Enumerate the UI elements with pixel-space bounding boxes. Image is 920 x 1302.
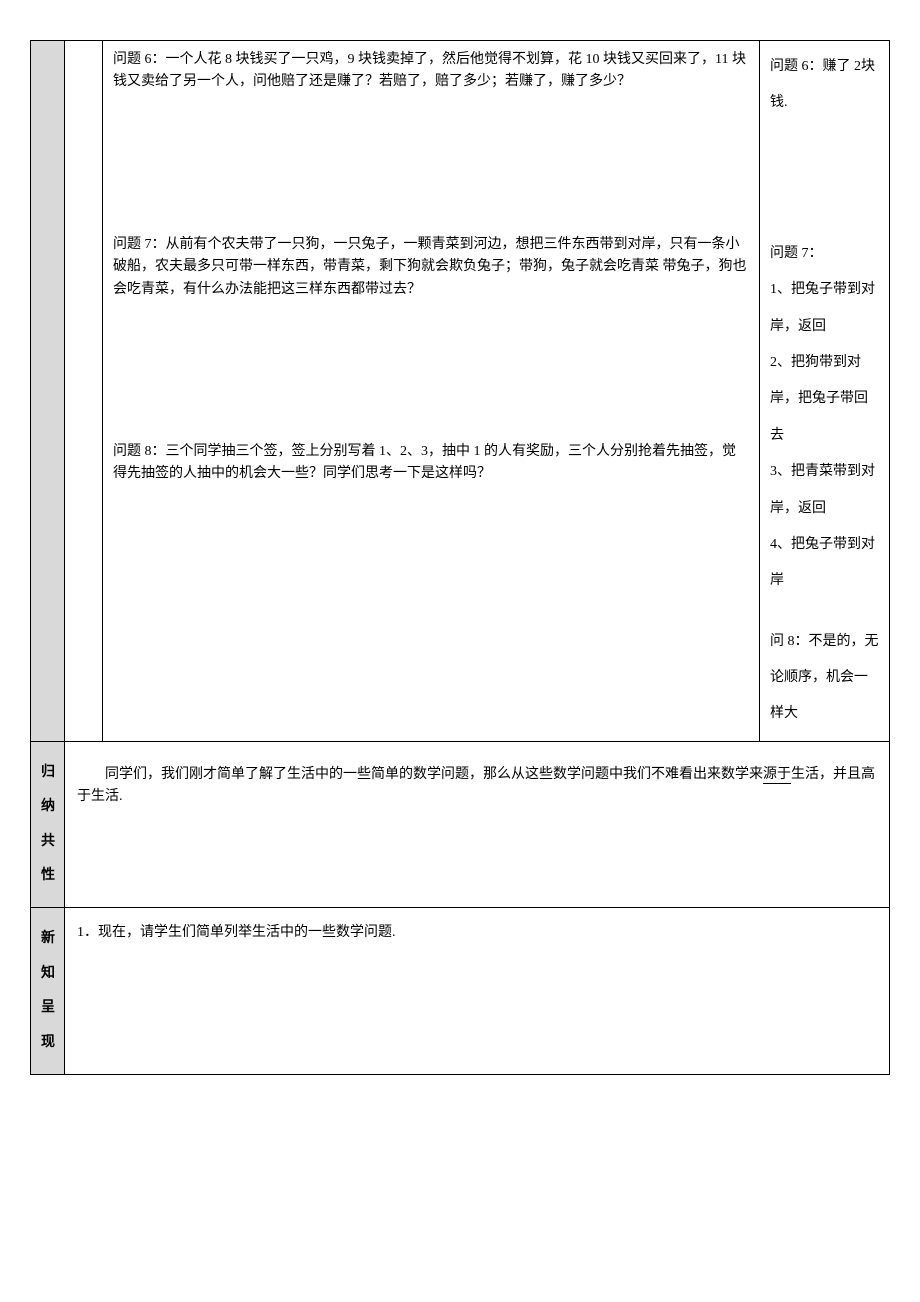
presentation-side-label: 新 知 呈 现 (31, 908, 65, 1075)
summary-row: 归 纳 共 性 同学们，我们刚才简单了解了生活中的一些简单的数学问题，那么从这些… (31, 741, 890, 908)
answer-6: 问题 6：赚了 2块钱. (770, 49, 879, 122)
summary-side-label: 归 纳 共 性 (31, 741, 65, 908)
answer-7-step-3: 3、把青菜带到对岸，返回 (770, 454, 879, 527)
presentation-body: 1．现在，请学生们简单列举生活中的一些数学问题. (65, 908, 890, 1075)
question-8: 问题 8：三个同学抽三个签，签上分别写着 1、2、3，抽中 1 的人有奖励，三个… (113, 441, 749, 486)
questions-cell: 问题 6：一个人花 8 块钱买了一只鸡，9 块钱卖掉了，然后他觉得不划算，花 1… (103, 41, 760, 742)
label-char: 现 (41, 1032, 54, 1054)
answer-7-header: 问题 7： (770, 236, 879, 272)
presentation-item-1: 1．现在，请学生们简单列举生活中的一些数学问题. (77, 922, 877, 944)
presentation-row: 新 知 呈 现 1．现在，请学生们简单列举生活中的一些数学问题. (31, 908, 890, 1075)
answers-cell: 问题 6：赚了 2块钱. 问题 7： 1、把兔子带到对岸，返回 2、把狗带到对岸… (760, 41, 890, 742)
label-char: 共 (41, 831, 54, 853)
label-char: 归 (41, 762, 54, 784)
label-char: 纳 (41, 796, 54, 818)
lesson-table: 问题 6：一个人花 8 块钱买了一只鸡，9 块钱卖掉了，然后他觉得不划算，花 1… (30, 40, 890, 1075)
answer-7-step-4: 4、把兔子带到对岸 (770, 527, 879, 600)
label-char: 性 (41, 865, 54, 887)
summary-body: 同学们，我们刚才简单了解了生活中的一些简单的数学问题，那么从这些数学问题中我们不… (65, 741, 890, 908)
question-6: 问题 6：一个人花 8 块钱买了一只鸡，9 块钱卖掉了，然后他觉得不划算，花 1… (113, 49, 749, 94)
label-char: 呈 (41, 997, 54, 1019)
answer-7: 问题 7： 1、把兔子带到对岸，返回 2、把狗带到对岸，把兔子带回去 3、把青菜… (770, 236, 879, 600)
label-char: 新 (41, 928, 54, 950)
question-7: 问题 7：从前有个农夫带了一只狗，一只兔子，一颗青菜到河边，想把三件东西带到对岸… (113, 234, 749, 301)
row1-sub-col (65, 41, 103, 742)
summary-text-prefix: 同学们，我们刚才简单了解了生活中的一些简单的数学问题，那么从这些数学问题中我们不… (105, 767, 763, 782)
label-char: 知 (41, 963, 54, 985)
answer-8: 问 8：不是的，无论顺序，机会一样大 (770, 624, 879, 733)
summary-text-underlined: 源于 (763, 767, 791, 784)
answer-7-step-2: 2、把狗带到对岸，把兔子带回去 (770, 345, 879, 454)
questions-row: 问题 6：一个人花 8 块钱买了一只鸡，9 块钱卖掉了，然后他觉得不划算，花 1… (31, 41, 890, 742)
row1-side-label (31, 41, 65, 742)
answer-7-step-1: 1、把兔子带到对岸，返回 (770, 272, 879, 345)
